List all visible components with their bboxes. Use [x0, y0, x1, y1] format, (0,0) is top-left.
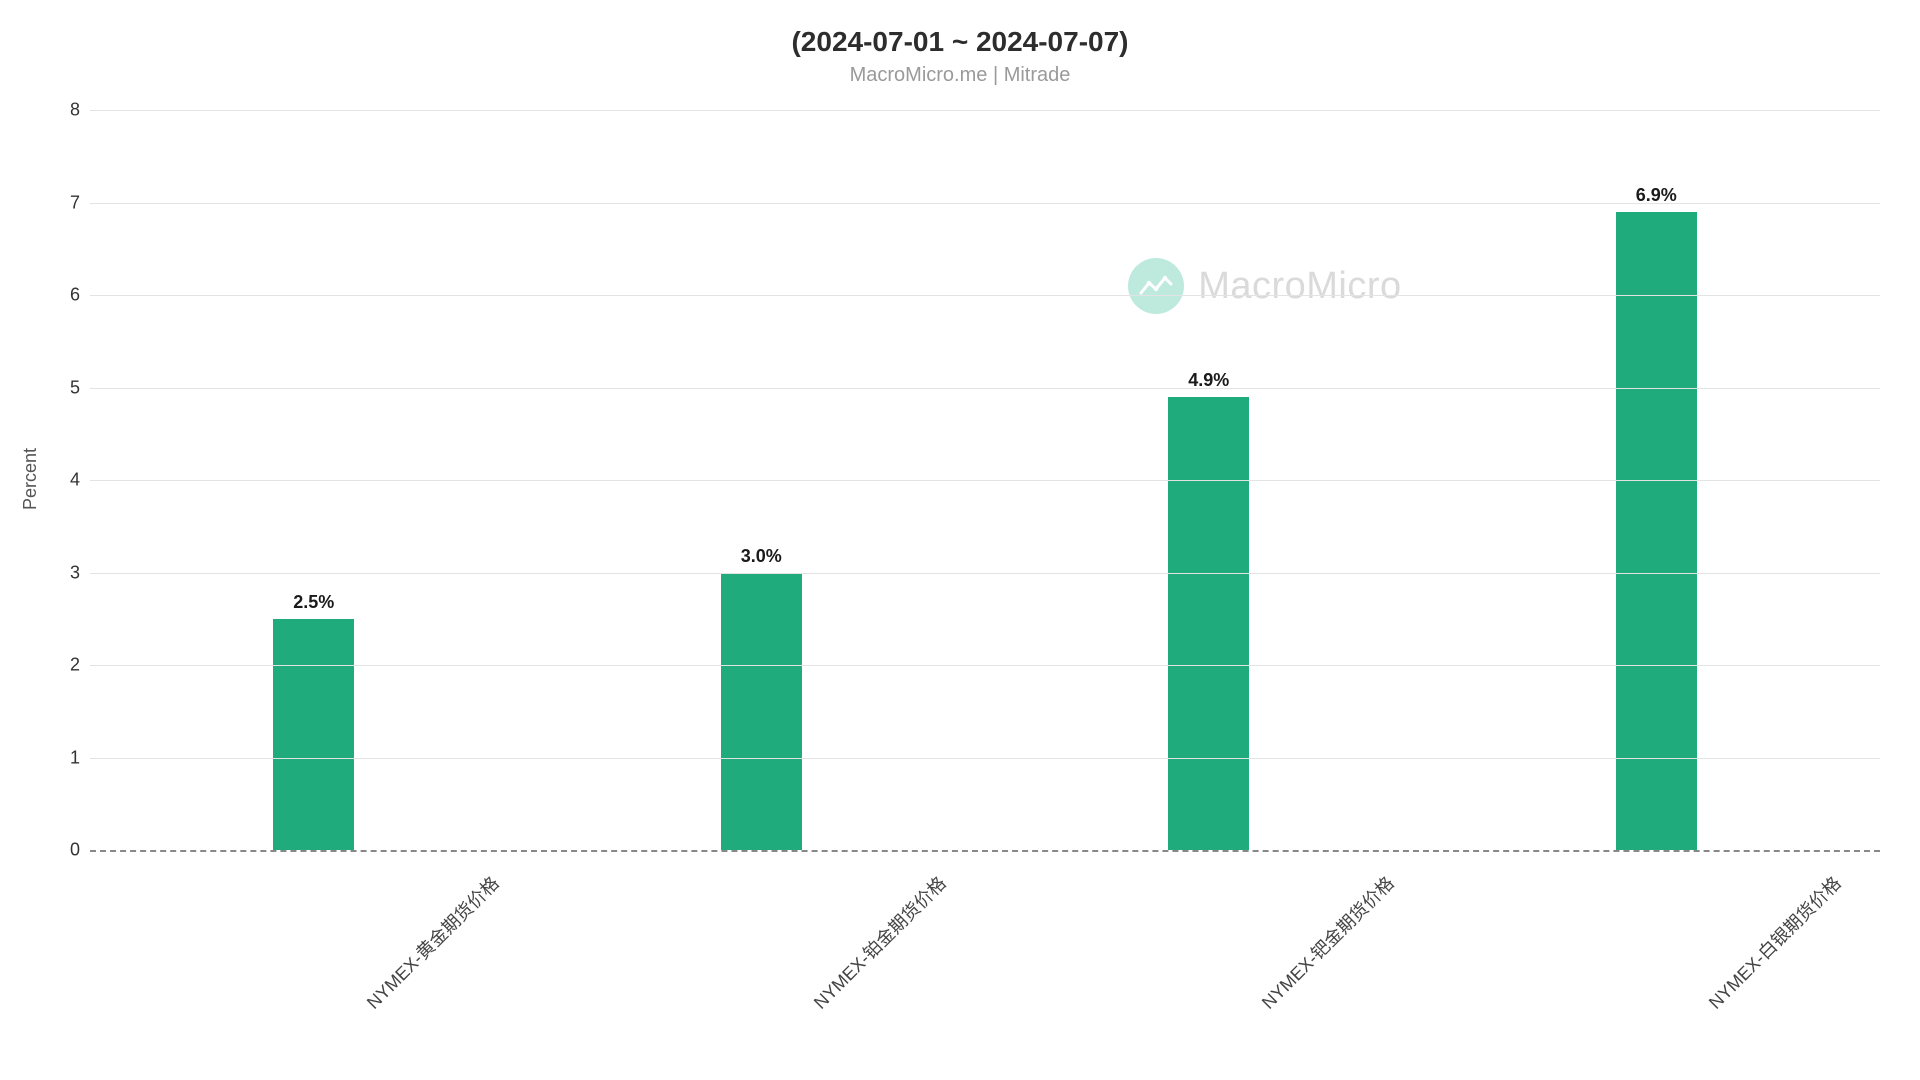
bar: 2.5%: [273, 619, 354, 850]
gridline: [90, 480, 1880, 481]
gridline: [90, 850, 1880, 852]
chart-title: (2024-07-01 ~ 2024-07-07): [40, 26, 1880, 58]
chart-container: (2024-07-01 ~ 2024-07-07) MacroMicro.me …: [0, 0, 1920, 1080]
y-axis-label: Percent: [20, 448, 41, 510]
gridline: [90, 295, 1880, 296]
x-tick-label: NYMEX-钯金期货价格: [1255, 870, 1399, 1014]
y-tick-label: 3: [70, 562, 80, 583]
bar-value-label: 2.5%: [293, 592, 334, 613]
gridline: [90, 388, 1880, 389]
bar: 3.0%: [721, 573, 802, 851]
plot-area: MacroMicro 2.5%3.0%4.9%6.9% 012345678NYM…: [90, 110, 1880, 850]
y-tick-label: 1: [70, 747, 80, 768]
y-tick-label: 0: [70, 840, 80, 861]
y-tick-label: 6: [70, 285, 80, 306]
y-tick-label: 5: [70, 377, 80, 398]
bar: 6.9%: [1616, 212, 1697, 850]
gridline: [90, 573, 1880, 574]
gridline: [90, 203, 1880, 204]
y-tick-label: 7: [70, 192, 80, 213]
bar: 4.9%: [1168, 397, 1249, 850]
y-tick-label: 4: [70, 470, 80, 491]
x-tick-label: NYMEX-黄金期货价格: [360, 870, 504, 1014]
bar-value-label: 3.0%: [741, 546, 782, 567]
x-tick-label: NYMEX-铂金期货价格: [807, 870, 951, 1014]
chart-subtitle: MacroMicro.me | Mitrade: [40, 64, 1880, 87]
y-tick-label: 8: [70, 100, 80, 121]
gridline: [90, 758, 1880, 759]
gridline: [90, 110, 1880, 111]
y-tick-label: 2: [70, 655, 80, 676]
x-tick-label: NYMEX-白银期货价格: [1702, 870, 1846, 1014]
gridline: [90, 665, 1880, 666]
